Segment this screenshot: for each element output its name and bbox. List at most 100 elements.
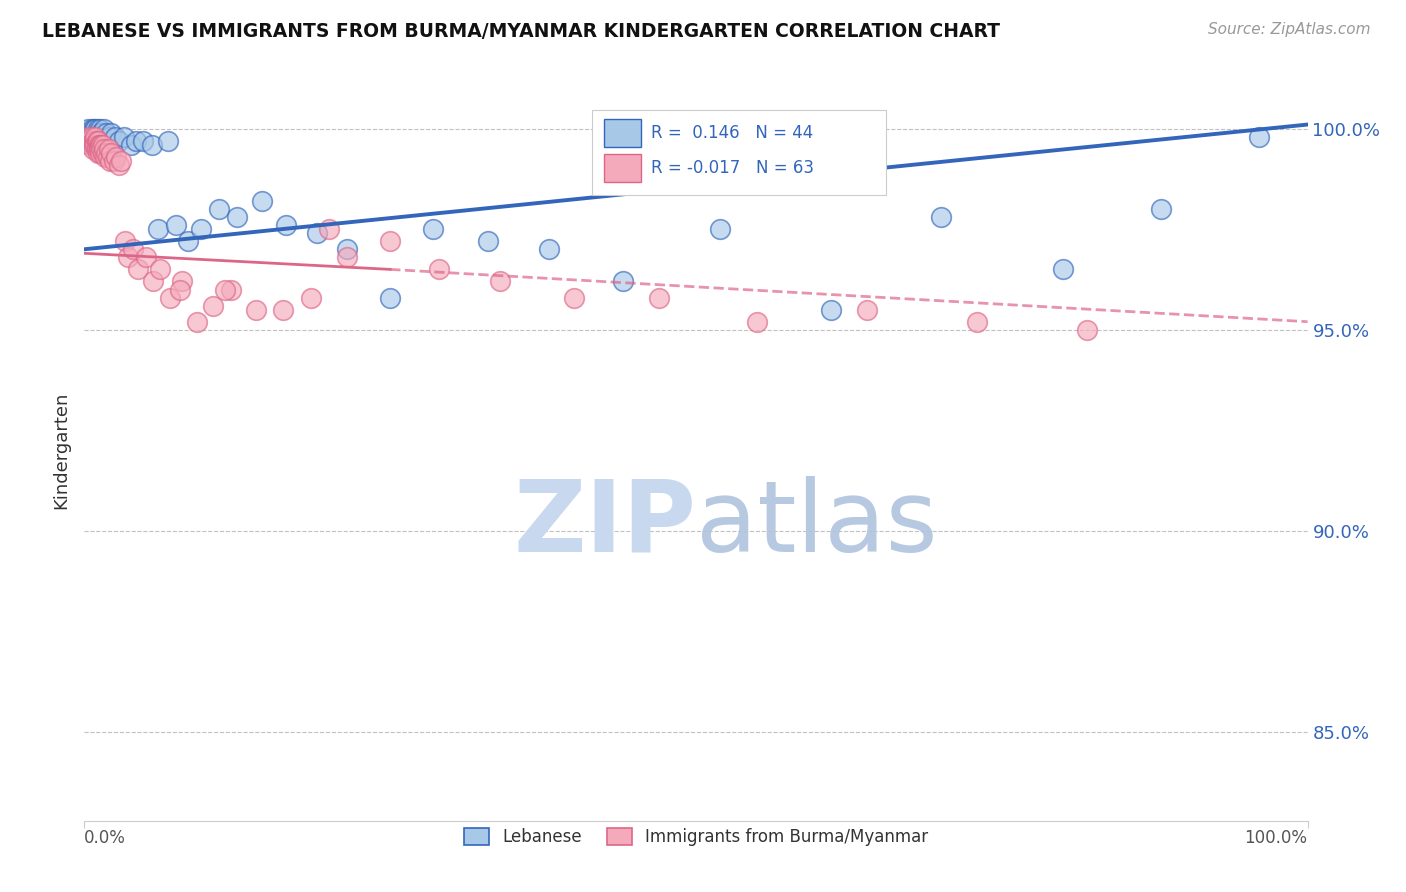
Point [125,134,148,148]
FancyBboxPatch shape [592,110,886,195]
Point [89,137,111,152]
Text: LEBANESE VS IMMIGRANTS FROM BURMA/MYANMAR KINDERGARTEN CORRELATION CHART: LEBANESE VS IMMIGRANTS FROM BURMA/MYANMA… [42,22,1000,41]
Point [142,275,165,289]
Point [318,222,340,236]
Point [250,194,273,208]
Point [132,134,155,148]
Point [97,142,120,156]
Point [276,218,298,232]
Point [336,250,359,264]
Point [747,315,769,329]
Point [86,137,108,152]
Point [186,315,208,329]
Point [966,315,988,329]
Point [79,126,101,140]
Point [90,142,112,156]
Point [214,283,236,297]
Text: 100.0%: 100.0% [1244,829,1308,847]
Point [562,291,585,305]
Point [97,150,120,164]
Point [89,145,111,160]
Point [114,234,136,248]
Point [91,145,114,160]
Legend: Lebanese, Immigrants from Burma/Myanmar: Lebanese, Immigrants from Burma/Myanmar [457,822,935,853]
Point [80,129,103,144]
Point [79,137,101,152]
Point [98,153,121,168]
Point [427,262,450,277]
Point [97,129,120,144]
Point [86,134,108,148]
Point [77,129,100,144]
Point [165,218,187,232]
Point [1076,323,1098,337]
Point [122,242,145,256]
Point [82,134,104,148]
Point [477,234,499,248]
Text: atlas: atlas [696,476,938,573]
Point [87,126,110,140]
Point [87,145,110,160]
Point [127,262,149,277]
Point [1150,202,1173,216]
Point [159,291,181,305]
Point [177,234,200,248]
Point [107,158,129,172]
Point [96,145,118,160]
Point [299,291,322,305]
Point [77,134,100,148]
Point [86,142,108,156]
Point [538,242,561,256]
Point [77,121,100,136]
Point [84,129,107,144]
Point [156,134,179,148]
Point [87,137,110,152]
Point [112,129,135,144]
Text: ZIP: ZIP [513,476,696,573]
Point [87,142,110,156]
Point [90,126,112,140]
Point [120,137,142,152]
Point [169,283,191,297]
Point [93,121,115,136]
Point [380,234,402,248]
Point [219,283,242,297]
Text: Source: ZipAtlas.com: Source: ZipAtlas.com [1208,22,1371,37]
Point [107,134,129,148]
Point [104,129,127,144]
Point [612,275,634,289]
Point [90,137,112,152]
Point [105,150,128,164]
Point [201,299,224,313]
Point [93,142,115,156]
Point [86,126,108,140]
Point [245,302,267,317]
Text: 0.0%: 0.0% [84,829,127,847]
Point [83,137,105,152]
Point [84,121,107,136]
Point [929,210,952,224]
Point [82,142,104,156]
Point [149,262,172,277]
Point [100,145,122,160]
Point [172,275,194,289]
Point [226,210,249,224]
Point [208,202,231,216]
FancyBboxPatch shape [605,153,641,182]
Point [146,222,169,236]
Point [271,302,294,317]
Point [89,121,111,136]
Point [856,302,879,317]
Point [141,137,163,152]
Point [110,153,132,168]
Point [190,222,212,236]
Point [80,137,103,152]
Point [87,121,110,136]
Point [83,134,105,148]
Point [96,126,118,140]
Point [1247,129,1270,144]
Point [336,242,359,256]
Point [84,137,107,152]
Point [380,291,402,305]
Point [709,222,731,236]
